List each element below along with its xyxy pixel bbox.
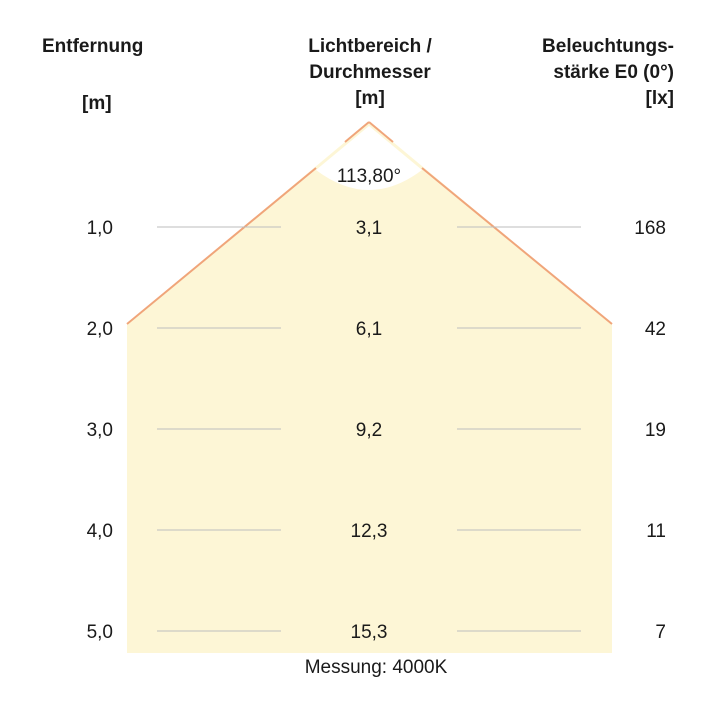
beam-apex-left xyxy=(344,121,370,143)
distance-header: Entfernung xyxy=(42,34,143,60)
illuminance-header-line1: Beleuchtungs- xyxy=(542,36,674,57)
light-cone-area xyxy=(127,122,612,653)
distance-value: 1,0 xyxy=(87,218,113,239)
distance-unit: [m] xyxy=(82,91,112,117)
distance-value: 4,0 xyxy=(87,521,113,542)
beam-edge-left xyxy=(126,167,317,325)
diameter-value: 12,3 xyxy=(351,521,388,542)
illuminance-value: 42 xyxy=(645,319,666,340)
diameter-header: Lichtbereich / Durchmesser [m] xyxy=(260,34,480,112)
diameter-value: 15,3 xyxy=(351,622,388,643)
illuminance-header-line2: stärke E0 (0°) xyxy=(553,62,674,83)
angle-label-notch xyxy=(316,126,422,190)
diameter-value: 9,2 xyxy=(356,420,382,441)
distance-rows: 1,0 3,1 168 2,0 6,1 42 3,0 9,2 19 4,0 12,3 11 5,0 15,… xyxy=(87,218,666,643)
beam-apex-right xyxy=(368,121,394,143)
distance-header-label: Entfernung xyxy=(42,36,144,57)
beam-angle-label: 113,80° xyxy=(337,166,401,187)
illuminance-value: 19 xyxy=(645,420,666,441)
distance-value: 3,0 xyxy=(87,420,113,441)
illuminance-value: 7 xyxy=(655,622,666,643)
illuminance-unit-label: [lx] xyxy=(645,88,675,109)
beam-edge-right xyxy=(421,167,613,325)
diameter-value: 3,1 xyxy=(356,218,382,239)
diameter-unit-label: [m] xyxy=(355,88,385,109)
distance-value: 2,0 xyxy=(87,319,113,340)
diameter-header-line2: Durchmesser xyxy=(309,62,431,83)
illuminance-value: 168 xyxy=(634,218,666,239)
illuminance-header: Beleuchtungs- stärke E0 (0°) [lx] xyxy=(542,34,674,112)
distance-unit-label: [m] xyxy=(82,93,112,114)
diameter-header-line1: Lichtbereich / xyxy=(308,36,432,57)
illuminance-value: 11 xyxy=(646,521,666,542)
measurement-note: Messung: 4000K xyxy=(304,657,448,678)
distance-value: 5,0 xyxy=(87,622,113,643)
diameter-value: 6,1 xyxy=(356,319,382,340)
